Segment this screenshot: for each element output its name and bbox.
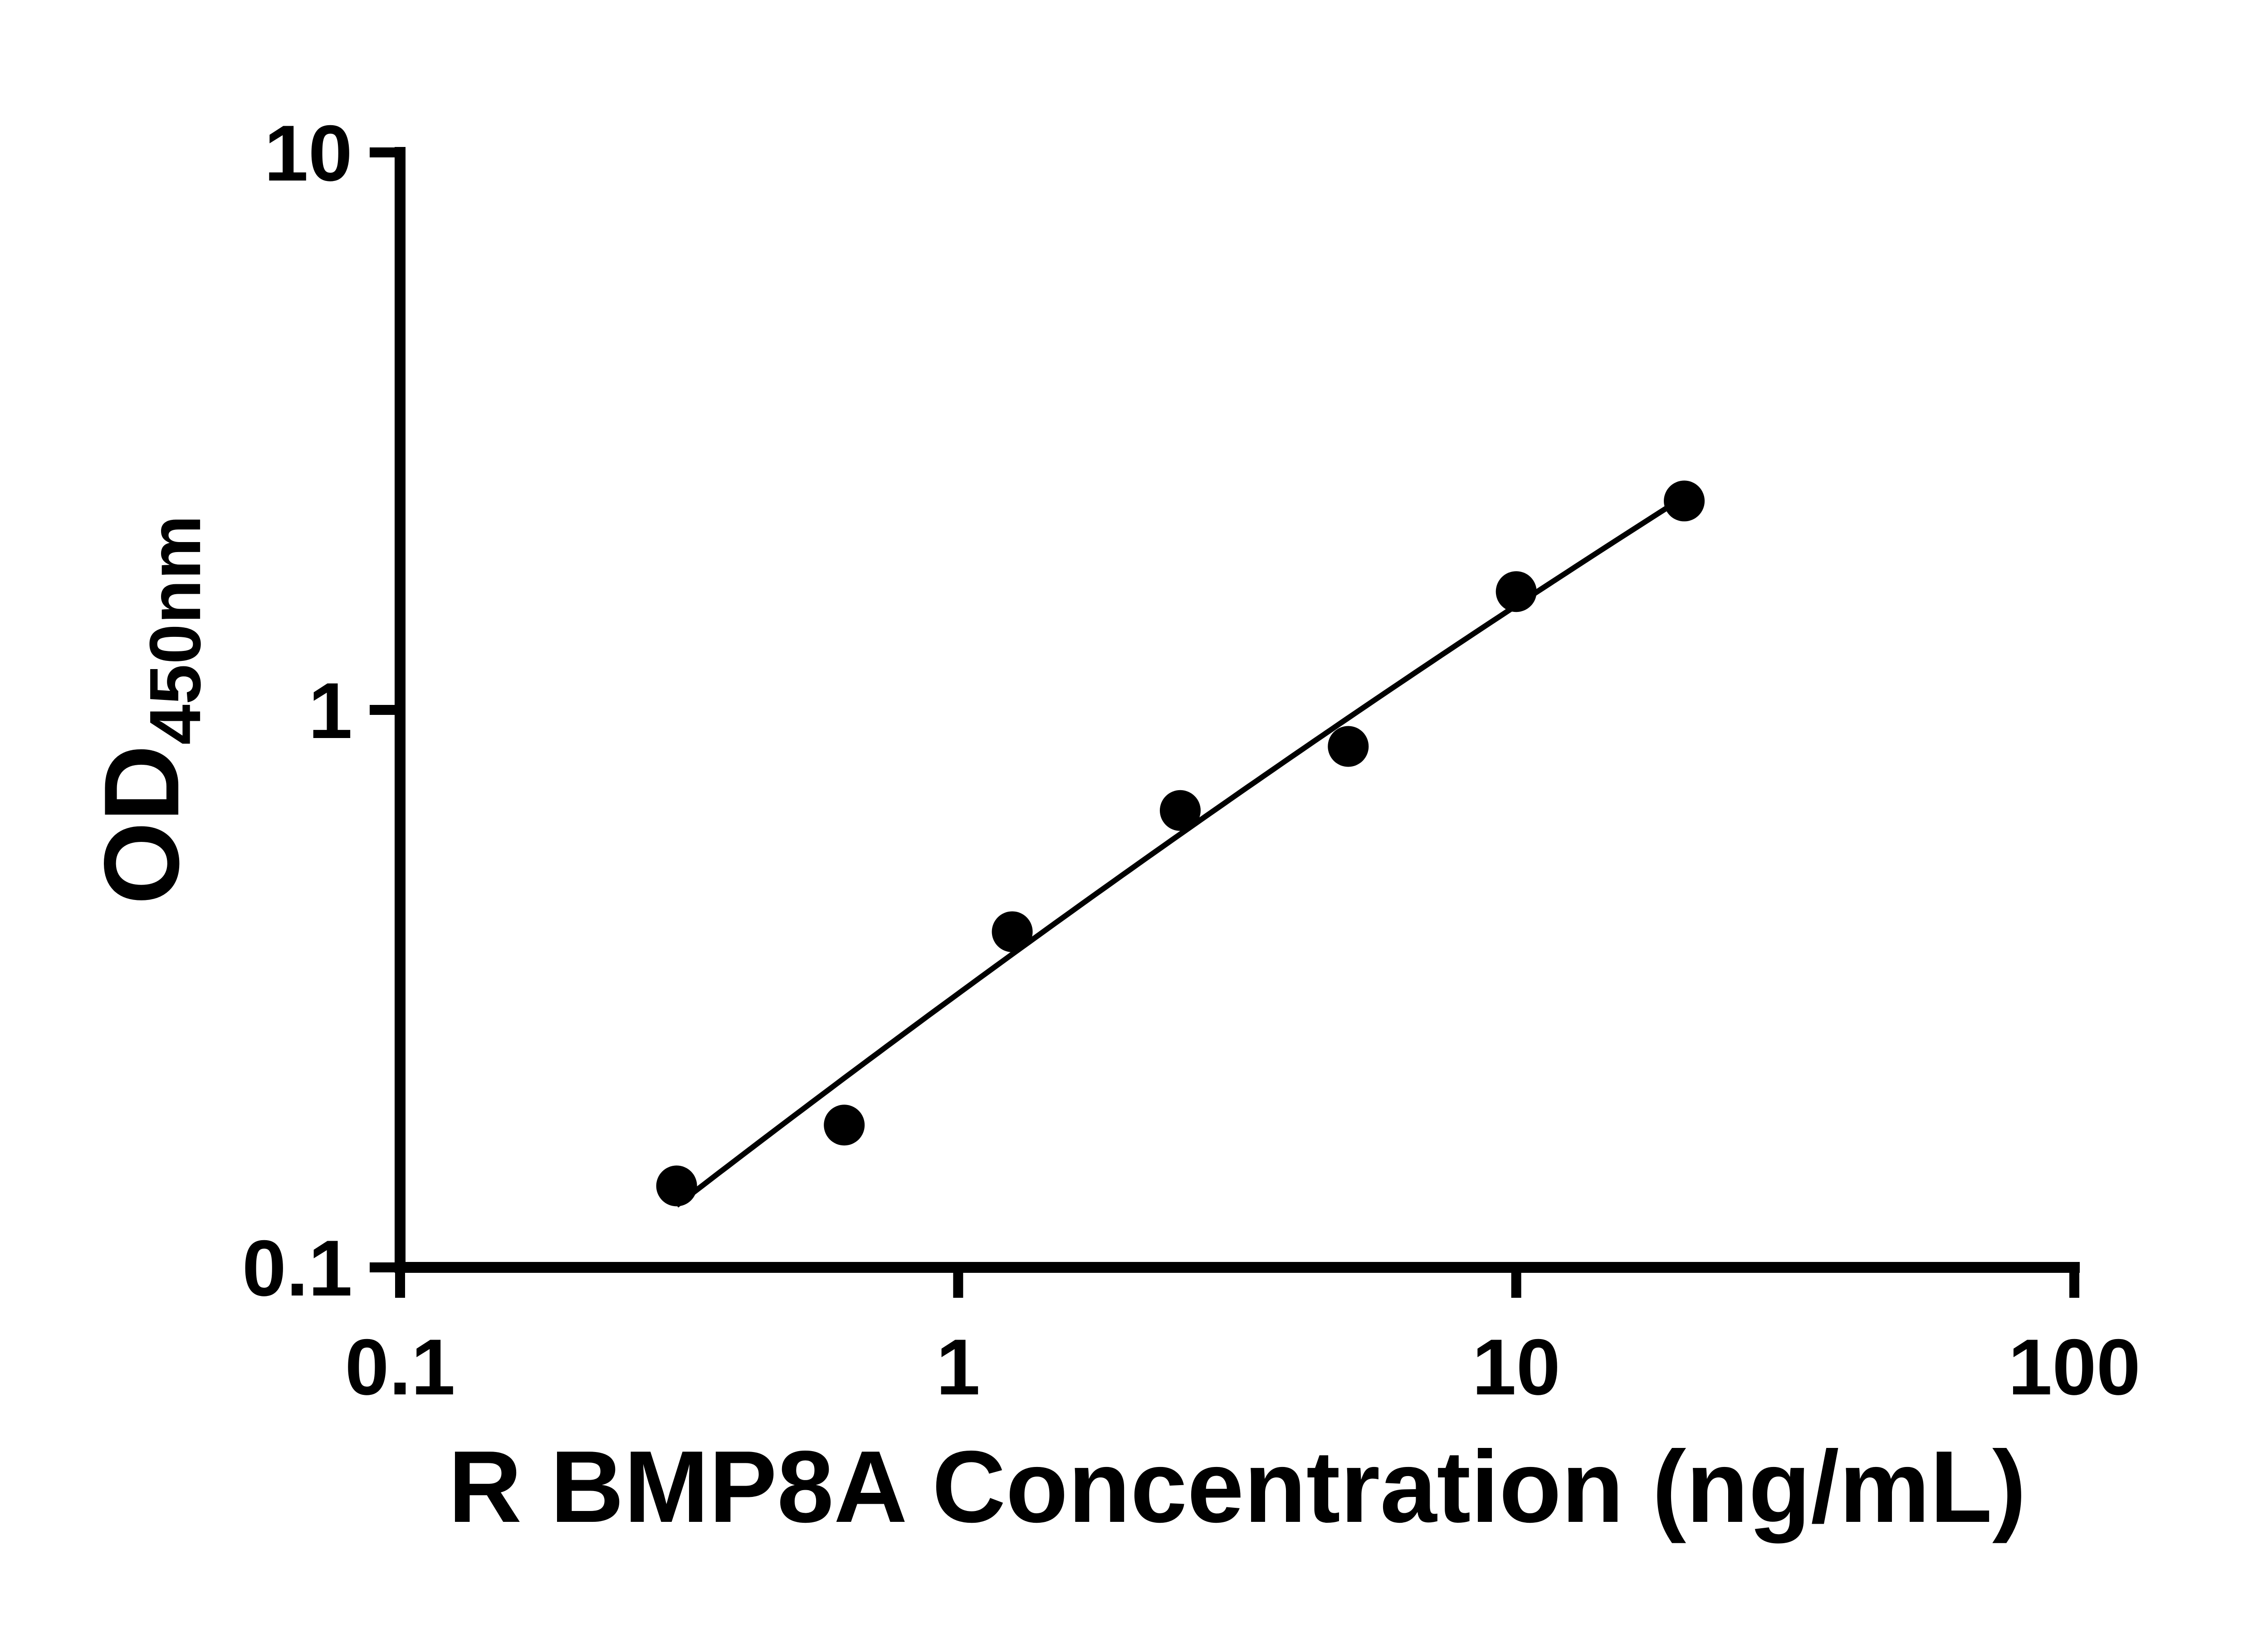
data-point bbox=[824, 1105, 865, 1146]
data-point bbox=[656, 1165, 697, 1207]
data-point bbox=[992, 911, 1033, 953]
y-tick-label: 0.1 bbox=[242, 1224, 352, 1313]
y-tick-label: 1 bbox=[308, 667, 352, 755]
fit-curve bbox=[675, 494, 1686, 1208]
y-axis-title-main: OD bbox=[82, 744, 201, 905]
x-axis-title: R BMP8A Concentration (ng/mL) bbox=[448, 1429, 2027, 1544]
data-point bbox=[1328, 726, 1369, 767]
x-tick-label: 0.1 bbox=[345, 1323, 455, 1412]
x-tick-label: 100 bbox=[2008, 1323, 2141, 1412]
data-point bbox=[1664, 480, 1705, 522]
x-tick-label: 1 bbox=[936, 1323, 980, 1412]
x-tick-label: 10 bbox=[1472, 1323, 1560, 1412]
data-point bbox=[1159, 790, 1201, 831]
y-axis-title-subscript: 450nm bbox=[134, 515, 216, 745]
y-axis-title: OD450nm bbox=[82, 515, 215, 905]
data-point bbox=[1496, 571, 1537, 612]
y-tick-label: 10 bbox=[264, 109, 352, 198]
